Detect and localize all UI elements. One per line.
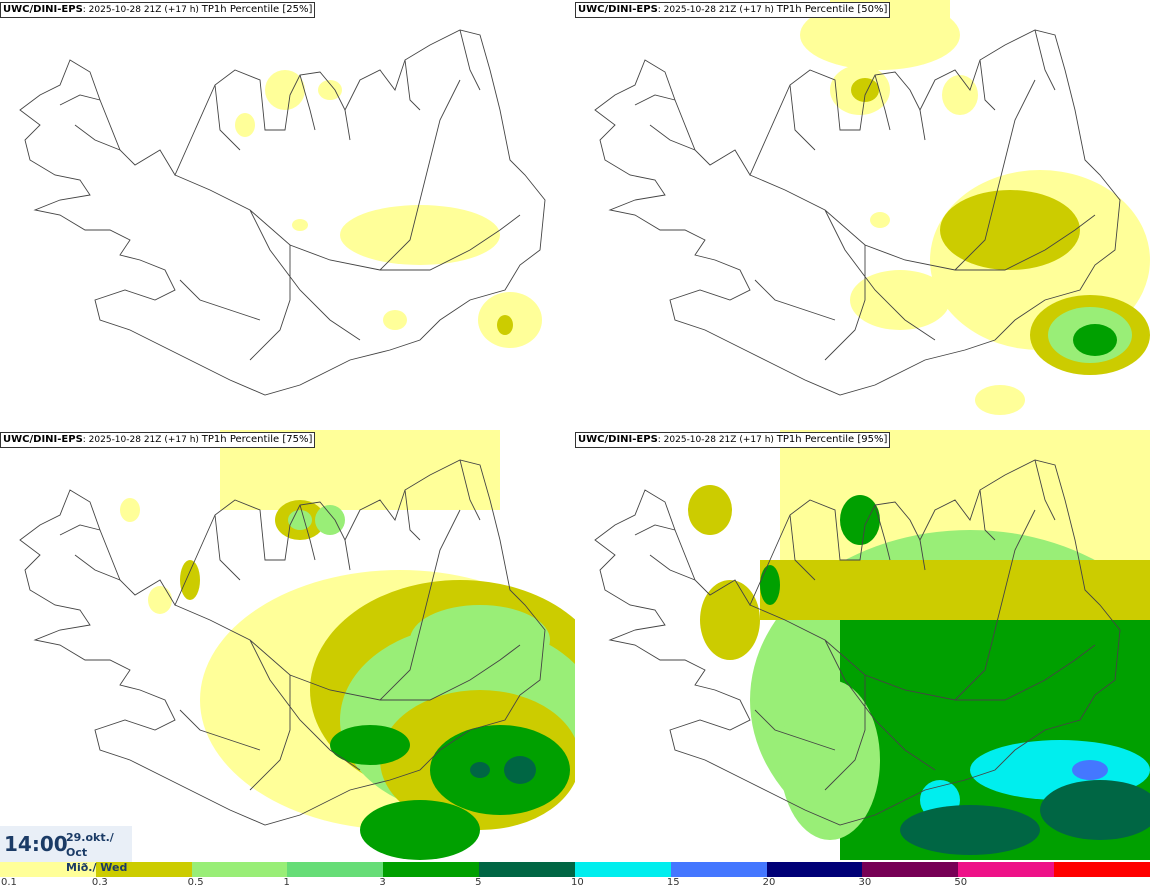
field-name: TP1h Percentile [95%] [776, 434, 888, 445]
model-name: UWC/DINI-EPS [3, 434, 83, 445]
field-name: TP1h Percentile [75%] [201, 434, 313, 445]
legend-label: 5 [475, 877, 482, 888]
legend-swatch [574, 862, 671, 877]
legend-label: 1 [283, 877, 290, 888]
precip-area [940, 190, 1080, 270]
precip-area [840, 495, 880, 545]
panel-percentile-95: UWC/DINI-EPS: 2025-10-28 21Z (+17 h) TP1… [575, 430, 1150, 860]
run-time: : 2025-10-28 21Z [657, 5, 737, 15]
field-name: TP1h Percentile [50%] [776, 4, 888, 15]
panel-percentile-50: UWC/DINI-EPS: 2025-10-28 21Z (+17 h) TP1… [575, 0, 1150, 430]
run-time: : 2025-10-28 21Z [82, 5, 162, 15]
run-time: : 2025-10-28 21Z [657, 435, 737, 445]
field-name: TP1h Percentile [25%] [201, 4, 313, 15]
model-name: UWC/DINI-EPS [3, 4, 83, 15]
panel-title: UWC/DINI-EPS: 2025-10-28 21Z (+17 h) TP1… [575, 2, 891, 18]
precipitation-map [594, 430, 1150, 860]
lead-time: (+17 h) [164, 5, 199, 15]
precip-area [315, 505, 345, 535]
precip-area [383, 310, 407, 330]
panel-percentile-25: UWC/DINI-EPS: 2025-10-28 21Z (+17 h) TP1… [0, 0, 575, 430]
legend-label: 3 [379, 877, 386, 888]
color-legend: 0.1 0.3 0.5 1 3 5 10 15 20 30 50 [0, 862, 1150, 891]
legend-swatch [479, 862, 575, 877]
run-time: : 2025-10-28 21Z [82, 435, 162, 445]
precip-area [851, 78, 879, 102]
model-name: UWC/DINI-EPS [578, 4, 658, 15]
precip-area [760, 565, 780, 605]
valid-hour: 14:00 [4, 832, 68, 856]
legend-label: 0.1 [1, 877, 17, 888]
valid-date-text: 29.okt./ Oct [66, 831, 114, 859]
precip-area [430, 725, 570, 815]
precip-area [870, 212, 890, 228]
precip-area [1073, 324, 1117, 356]
precip-area [292, 219, 308, 231]
panel-title: UWC/DINI-EPS: 2025-10-28 21Z (+17 h) TP1… [0, 2, 316, 18]
legend-swatch [383, 862, 480, 877]
valid-time-box: 14:00 29.okt./ Oct Mið./ Wed [0, 826, 132, 874]
precip-area [410, 605, 550, 675]
precip-area [288, 510, 312, 530]
precip-area [780, 680, 880, 840]
precip-area [340, 205, 500, 265]
legend-swatch [287, 862, 384, 877]
legend-label: 0.3 [91, 877, 108, 888]
legend-label: 50 [954, 877, 968, 888]
valid-date: 29.okt./ Oct Mið./ Wed [66, 830, 132, 875]
legend-label: 30 [858, 877, 872, 888]
legend-swatch [0, 862, 96, 877]
precip-area [1040, 780, 1150, 840]
legend-swatch [862, 862, 959, 877]
precip-area [975, 385, 1025, 415]
lead-time: (+17 h) [164, 435, 199, 445]
precip-area [318, 80, 342, 100]
lead-time: (+17 h) [739, 435, 774, 445]
precipitation-field [800, 0, 1150, 415]
precipitation-field [688, 430, 1150, 860]
legend-swatch [1054, 862, 1150, 877]
precip-area [360, 800, 480, 860]
legend-label: 20 [762, 877, 776, 888]
panel-title: UWC/DINI-EPS: 2025-10-28 21Z (+17 h) TP1… [575, 432, 891, 448]
precipitation-field [235, 70, 542, 348]
legend-label: 15 [666, 877, 680, 888]
precip-area [900, 805, 1040, 855]
precip-area [504, 756, 536, 784]
legend-swatch [958, 862, 1055, 877]
legend-swatch [95, 862, 192, 877]
precipitation-map [19, 29, 546, 396]
precip-area [148, 586, 172, 614]
legend-swatch [191, 862, 288, 877]
panel-title: UWC/DINI-EPS: 2025-10-28 21Z (+17 h) TP1… [0, 432, 316, 448]
precip-area [180, 560, 200, 600]
precip-area [235, 113, 255, 137]
precip-area [688, 485, 732, 535]
lead-time: (+17 h) [739, 5, 774, 15]
precip-area [700, 580, 760, 660]
legend-swatch [766, 862, 863, 877]
legend-label: 10 [571, 877, 584, 888]
precip-area [265, 70, 305, 110]
precip-area [497, 315, 513, 335]
precipitation-field [120, 430, 575, 860]
precipitation-map [594, 0, 1150, 415]
legend-label: 0.5 [187, 877, 204, 888]
precip-area [850, 270, 950, 330]
precip-area [942, 75, 978, 115]
precip-area [330, 725, 410, 765]
precip-area [470, 762, 490, 778]
precip-area [1072, 760, 1108, 780]
legend-swatch [670, 862, 767, 877]
model-name: UWC/DINI-EPS [578, 434, 658, 445]
precip-area [120, 498, 140, 522]
precip-area [760, 560, 1150, 620]
panel-percentile-75: UWC/DINI-EPS: 2025-10-28 21Z (+17 h) TP1… [0, 430, 575, 860]
precipitation-map [19, 430, 575, 860]
legend-color-bar [0, 862, 1150, 877]
valid-weekday: Mið./ Wed [66, 861, 128, 874]
